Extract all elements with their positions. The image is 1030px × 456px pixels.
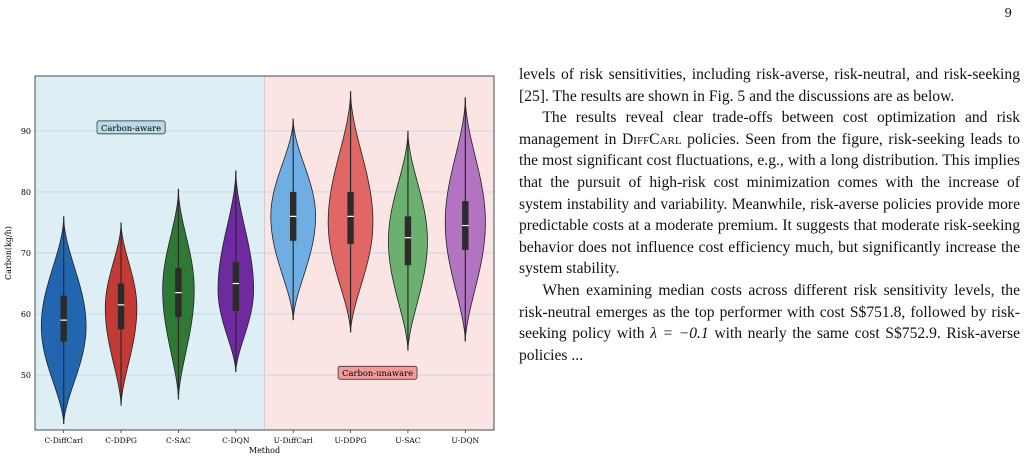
paragraph-2: The results reveal clear trade-offs betw… — [519, 107, 1020, 280]
x-tick-label-8: U-DQN — [451, 436, 479, 445]
x-axis-label: Method — [249, 446, 280, 455]
region-label-2: Carbon-unaware — [342, 368, 413, 378]
x-tick-label-3: C-SAC — [166, 436, 191, 445]
region-label-1: Carbon-aware — [101, 123, 161, 133]
body-text-column: levels of risk sensitivities, including … — [519, 64, 1020, 366]
iqr-box-7 — [404, 216, 412, 266]
lambda-expression: λ = −0.1 — [650, 325, 709, 343]
x-tick-label-5: U-DiffCarl — [274, 436, 314, 445]
y-tick-label-80: 80 — [21, 188, 31, 197]
x-tick-label-2: C-DDPG — [105, 436, 137, 445]
iqr-box-2 — [117, 283, 125, 330]
y-tick-label-90: 90 — [21, 127, 31, 136]
paragraph-3-rest: with nearly the same cost S$752.9. Risk-… — [519, 325, 1020, 364]
violins — [40, 91, 486, 424]
page-number: 9 — [1004, 6, 1012, 20]
x-ticks: C-DiffCarl C-DDPG C-SAC C-DQN U-DiffCarl U-DD… — [44, 430, 480, 445]
iqr-box-4 — [232, 262, 240, 311]
y-tick-label-60: 60 — [21, 310, 31, 319]
region-label-box-1 — [96, 120, 166, 135]
y-axis-label: Carbon(kg/h) — [4, 226, 13, 280]
paragraph-3-start: When examining median costs across diffe… — [519, 281, 1020, 343]
x-tick-label-6: U-DDPG — [334, 436, 366, 445]
x-tick-label-4: C-DQN — [222, 436, 250, 445]
y-ticks: 50 60 70 80 90 — [21, 127, 31, 380]
y-tick-label-50: 50 — [21, 371, 31, 380]
paragraph-3: When examining median costs across diffe… — [519, 280, 1020, 366]
region-label-box-2 — [337, 365, 418, 380]
y-tick-label-70: 70 — [21, 249, 31, 258]
paragraph-2-start: The results reveal clear trade-offs betw… — [519, 109, 1020, 148]
region-labels: Carbon-aware Carbon-unaware — [96, 120, 418, 380]
paragraph-1: levels of risk sensitivities, including … — [519, 66, 1020, 105]
method-name: DiffCarl — [622, 130, 682, 148]
x-tick-label-1: C-DiffCarl — [44, 436, 83, 445]
paragraph-2-rest: policies. Seen from the figure, risk-see… — [519, 130, 1021, 278]
plot-frame — [34, 75, 495, 431]
iqr-box-1 — [60, 295, 67, 342]
iqr-box-6 — [347, 191, 354, 244]
x-tick-label-7: U-SAC — [395, 436, 421, 445]
violin-figure: Carbon-aware Carbon-unaware 50 60 70 80 90 C-… — [4, 75, 495, 455]
